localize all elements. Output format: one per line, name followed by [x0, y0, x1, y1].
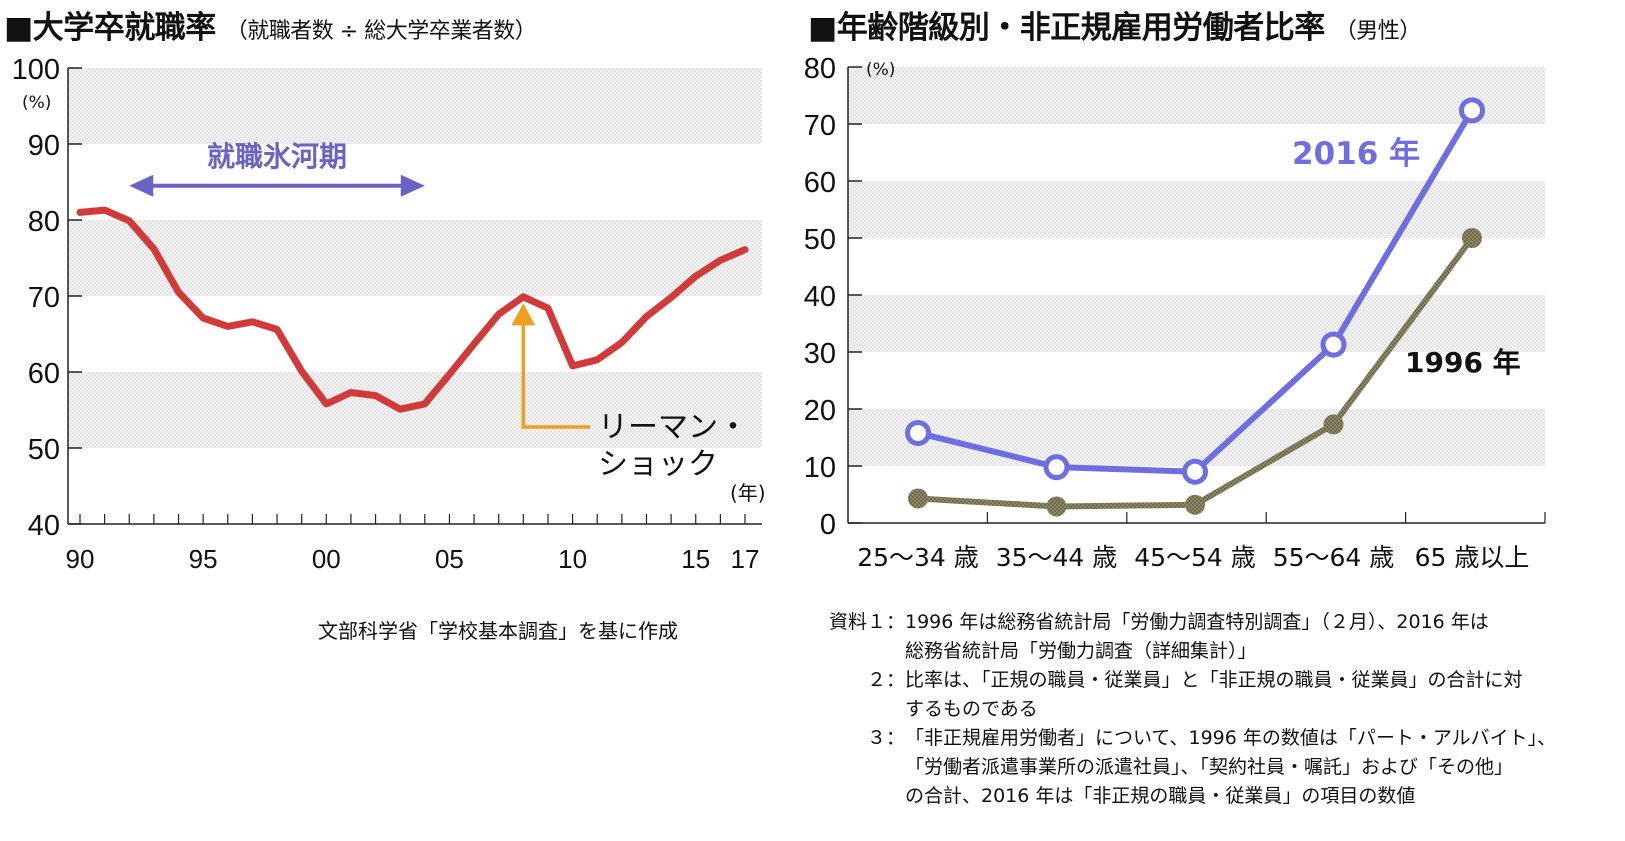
- x-category-label: 55～64 歳: [1273, 543, 1395, 572]
- left-chart-title: ■大学卒就職率 （就職者数 ÷ 総大学卒業者数）: [4, 2, 537, 47]
- note-label: ２：: [866, 669, 905, 691]
- legend-1996-label: 1996 年: [1405, 346, 1521, 379]
- x-tick-label: 05: [435, 544, 464, 574]
- series-1996-point: [908, 488, 928, 509]
- x-category-label: 65 歳以上: [1415, 543, 1530, 572]
- band-2: [68, 68, 762, 144]
- band-0: [68, 372, 762, 448]
- x-category-label: 45～54 歳: [1134, 543, 1256, 572]
- note-label: ３：: [866, 727, 905, 749]
- note-text: 比率は、「正規の職員・従業員」と「非正規の職員・従業員」の合計に対 するものである: [905, 666, 1615, 724]
- y-tick-label: 80: [28, 206, 60, 238]
- note-line: 「労働者派遣事業所の派遣社員」、「契約社員・嘱託」および「その他」: [905, 756, 1514, 778]
- y-tick-label: 50: [804, 224, 836, 256]
- x-tick-label: 00: [312, 544, 341, 574]
- y-tick-label: 40: [28, 510, 60, 542]
- lehman-pointer-line: [521, 321, 590, 429]
- series-2016-point: [1182, 458, 1208, 485]
- y-tick-label: 90: [28, 130, 60, 162]
- y-tick-label: 30: [804, 338, 836, 370]
- series-2016-point: [1320, 331, 1347, 358]
- left-chart-subtitle: （就職者数 ÷ 総大学卒業者数）: [225, 19, 537, 44]
- series-1996-point: [1323, 414, 1344, 435]
- note-line: 比率は、「正規の職員・従業員」と「非正規の職員・従業員」の合計に対: [905, 669, 1523, 691]
- x-unit-label: (年): [730, 481, 766, 505]
- right-chart-title: ■年齢階級別・非正規雇用労働者比率 （男性）: [808, 2, 1421, 47]
- x-tick-label: 15: [681, 544, 710, 574]
- y-tick-label: 40: [804, 281, 836, 313]
- note-item: 資料１： 1996 年は総務省統計局「労働力調査特別調査」（２月）、2016 年は…: [815, 608, 1615, 666]
- y-tick-label: 0: [820, 509, 836, 541]
- y-tick-label: 10: [804, 452, 836, 484]
- x-tick-label: 10: [558, 544, 587, 574]
- series-line: [76, 206, 749, 413]
- y-unit-label: (%): [866, 60, 895, 80]
- lehman-pointer-head: [511, 303, 536, 326]
- band-2: [848, 181, 1545, 238]
- note-text: 「非正規雇用労働者」について、1996 年の数値は「パート・アルバイト」、 「労働…: [905, 724, 1615, 811]
- band-3: [848, 67, 1545, 124]
- series-2016-point: [1043, 454, 1070, 481]
- x-tick-label: 17: [731, 544, 760, 574]
- y-tick-label: 50: [28, 434, 60, 466]
- legend-2016-label: 2016 年: [1292, 136, 1420, 172]
- series-1996-point: [1185, 494, 1205, 515]
- right-chart-title-text: ■年齢階級別・非正規雇用労働者比率: [808, 10, 1325, 46]
- ice-age-arrow-right-head: [400, 174, 425, 197]
- y-tick-label: 70: [804, 110, 836, 142]
- note-line: の合計、2016 年は「非正規の職員・従業員」の項目の数値: [905, 785, 1416, 807]
- y-unit-label: (%): [22, 93, 51, 113]
- series-2016-point: [1459, 97, 1485, 124]
- ice-age-label: 就職氷河期: [207, 140, 347, 173]
- notes-block: 資料１： 1996 年は総務省統計局「労働力調査特別調査」（２月）、2016 年は…: [815, 608, 1615, 811]
- band-1: [68, 220, 762, 296]
- ice-age-arrow-left-head: [129, 174, 154, 197]
- note-line: 1996 年は総務省統計局「労働力調査特別調査」（２月）、2016 年は: [905, 611, 1489, 633]
- y-tick-label: 70: [28, 282, 60, 314]
- right-chart-subtitle: （男性）: [1334, 19, 1422, 44]
- left-chart-source: 文部科学省「学校基本調査」を基に作成: [318, 619, 678, 643]
- lehman-label-line1: リーマン・: [598, 410, 748, 445]
- note-item: ３： 「非正規雇用労働者」について、1996 年の数値は「パート・アルバイト」、「…: [815, 724, 1615, 811]
- x-category-label: 25～34 歳: [857, 543, 979, 572]
- y-tick-label: 80: [804, 53, 836, 85]
- y-tick-label: 100: [12, 54, 60, 86]
- note-line: 総務省統計局「労働力調査（詳細集計）」: [905, 640, 1257, 662]
- nonregular-ratio-chart: 0 10 20 30 40 50 60 70 80 (%) 25～34 歳 35～44 歳 45～54 …: [804, 53, 1546, 572]
- x-tick-label: 95: [189, 544, 218, 574]
- series-1996-point: [1462, 228, 1482, 248]
- y-tick-label: 60: [804, 167, 836, 199]
- series-2016-point: [905, 419, 931, 446]
- left-chart-title-text: ■大学卒就職率: [4, 10, 216, 46]
- y-tick-label: 20: [804, 395, 836, 427]
- note-item: ２： 比率は、「正規の職員・従業員」と「非正規の職員・従業員」の合計に対 するもので…: [815, 666, 1615, 724]
- note-text: 1996 年は総務省統計局「労働力調査特別調査」（２月）、2016 年は 総務省統…: [905, 608, 1615, 666]
- x-tick-label: 90: [66, 544, 95, 574]
- employment-rate-chart: 40 50 60 70 80 90 100 (%) 90 95 00 05 10 15 17 (年) 就職氷河期…: [12, 54, 766, 574]
- x-category-label: 35～44 歳: [996, 543, 1118, 572]
- note-label: 資料１：: [828, 611, 905, 633]
- series-1996-point: [1046, 496, 1067, 517]
- note-line: するものである: [905, 698, 1038, 720]
- note-line: 「非正規雇用労働者」について、1996 年の数値は「パート・アルバイト」、: [905, 727, 1557, 749]
- lehman-label-line2: ショック: [598, 447, 718, 482]
- band-0: [848, 409, 1545, 466]
- y-tick-label: 60: [28, 358, 60, 390]
- band-1: [848, 295, 1545, 352]
